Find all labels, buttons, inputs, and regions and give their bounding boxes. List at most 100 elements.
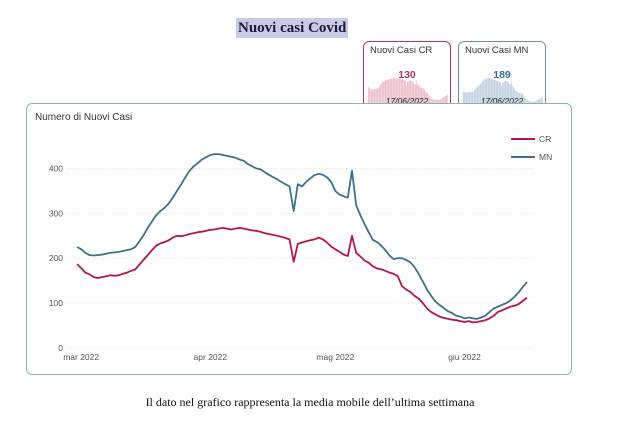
sparkline-bar — [428, 94, 429, 106]
sparkline-bar — [485, 78, 487, 106]
sparkline-bar — [526, 99, 528, 106]
sparkline-bar — [540, 97, 542, 106]
sparkline-bar — [426, 92, 428, 106]
sparkline-bar — [442, 97, 444, 106]
sparkline-bar — [425, 92, 427, 106]
sparkline-bar — [488, 78, 490, 106]
sparkline-bar — [466, 92, 468, 106]
sparkline-bar — [372, 89, 373, 106]
sparkline-bar — [414, 84, 416, 106]
sparkline-bar — [405, 80, 406, 106]
sparkline-bar — [485, 78, 486, 106]
sparkline-bar — [526, 99, 527, 106]
sparkline-bar — [416, 79, 417, 106]
sparkline-bar — [439, 99, 440, 106]
sparkline-bar — [403, 79, 404, 106]
sparkline-bar — [482, 80, 484, 106]
sparkline-bar — [497, 81, 499, 106]
sparkline-bar — [394, 78, 395, 106]
sparkline-bar — [477, 86, 479, 106]
sparkline-bar — [463, 91, 464, 106]
sparkline-bar — [389, 79, 390, 106]
y-tick-label: 200 — [49, 253, 63, 263]
sparkline-bar — [370, 89, 372, 106]
sparkline-bar — [409, 80, 411, 106]
sparkline-bar — [418, 85, 420, 106]
sparkline-bar — [444, 96, 445, 106]
kpi-card-cr[interactable]: Nuovi Casi CR 130 17/06/2022 — [363, 41, 451, 115]
sparkline-bar — [501, 86, 502, 106]
sparkline-bar — [398, 78, 399, 106]
sparkline-bar — [494, 80, 496, 106]
sparkline-bar — [484, 79, 485, 106]
sparkline-bar — [474, 89, 476, 106]
sparkline-bar — [402, 79, 404, 106]
sparkline-bar — [483, 79, 485, 106]
sparkline-bar — [436, 99, 437, 106]
sparkline-bar — [537, 99, 539, 106]
sparkline-bar — [423, 88, 425, 106]
sparkline-bar — [541, 97, 543, 106]
sparkline-bar — [523, 96, 525, 106]
sparkline-bar — [475, 88, 477, 106]
sparkline-bar — [498, 82, 500, 106]
sparkline-bar — [442, 97, 443, 106]
sparkline-bar — [445, 95, 447, 106]
sparkline-bar — [390, 78, 392, 106]
sparkline-bar — [489, 78, 490, 106]
sparkline-bar — [542, 96, 543, 106]
sparkline-bar — [425, 91, 426, 106]
sparkline-bar — [375, 89, 376, 106]
sparkline-bar — [386, 79, 387, 106]
sparkline-bar — [538, 99, 540, 106]
sparkline-bar — [420, 87, 422, 106]
sparkline-bar — [415, 84, 417, 106]
sparkline-bar — [463, 91, 465, 106]
sparkline-bar — [540, 98, 541, 106]
sparkline-bar — [510, 84, 512, 106]
sparkline-bar — [420, 86, 421, 106]
kpi-date: 17/06/2022 — [480, 96, 524, 106]
sparkline-bar — [511, 80, 512, 106]
sparkline-bar — [411, 80, 412, 106]
sparkline-bar — [423, 88, 424, 106]
sparkline-bar — [373, 89, 375, 106]
sparkline-bar — [504, 81, 506, 106]
sparkline-bar — [435, 99, 437, 106]
sparkline-bar — [487, 78, 489, 106]
sparkline-bar — [431, 98, 432, 106]
sparkline-bar — [401, 79, 403, 106]
x-tick-label: mag 2022 — [316, 352, 354, 362]
sparkline-bar — [509, 83, 510, 106]
sparkline-bar — [476, 86, 478, 106]
sparkline-bar — [473, 91, 474, 106]
sparkline-bar — [434, 99, 435, 106]
sparkline-bar — [517, 91, 518, 106]
sparkline-bar — [474, 90, 475, 106]
sparkline-bar — [479, 85, 480, 106]
sparkline-bar — [410, 80, 412, 106]
sparkline-bar — [490, 78, 492, 106]
sparkline-bar — [384, 80, 385, 106]
sparkline-bar — [539, 99, 540, 106]
sparkline-bar — [387, 79, 388, 106]
sparkline-bar — [422, 88, 423, 106]
sparkline-bar — [417, 83, 418, 106]
kpi-value: 189 — [493, 69, 511, 81]
sparkline-bar — [493, 79, 494, 106]
y-tick-label: 100 — [49, 298, 63, 308]
sparkline-bar — [515, 90, 517, 106]
sparkline-bar — [395, 78, 397, 106]
sparkline-bar — [417, 84, 419, 106]
sparkline-bar — [496, 80, 497, 106]
sparkline-bar — [440, 99, 442, 106]
sparkline-bar — [401, 79, 402, 106]
sparkline-bar — [512, 86, 514, 106]
sparkline-bar — [520, 93, 521, 106]
sparkline-bar — [433, 99, 434, 106]
sparkline-bar — [430, 97, 431, 106]
series-line-mn — [76, 153, 528, 320]
sparkline-bar — [429, 96, 431, 106]
sparkline-bar — [397, 78, 398, 106]
sparkline-bar — [376, 88, 378, 106]
